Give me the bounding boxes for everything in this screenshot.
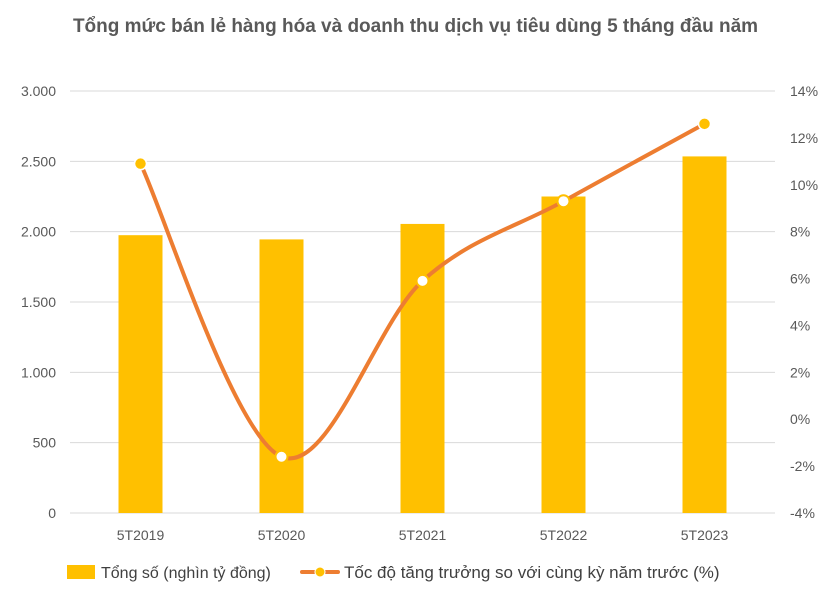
- left-tick-label: 500: [33, 435, 57, 451]
- left-tick-label: 2.000: [21, 224, 56, 240]
- right-tick-label: 0%: [790, 411, 810, 427]
- growth-line: [138, 121, 707, 461]
- left-tick-label: 1.500: [21, 294, 56, 310]
- growth-marker: [697, 117, 712, 131]
- right-tick-label: -2%: [790, 458, 815, 474]
- growth-marker: [133, 156, 148, 171]
- bar: [400, 223, 445, 513]
- x-tick-label: 5T2022: [540, 527, 588, 543]
- growth-marker: [415, 273, 430, 288]
- x-tick-label: 5T2021: [399, 527, 447, 543]
- bar: [541, 196, 586, 513]
- right-tick-label: -4%: [790, 505, 815, 521]
- growth-marker: [274, 449, 289, 464]
- left-tick-label: 3.000: [21, 83, 56, 99]
- left-tick-label: 0: [48, 505, 56, 521]
- left-tick-label: 1.000: [21, 364, 56, 380]
- right-tick-label: 10%: [790, 177, 818, 193]
- chart-title: Tổng mức bán lẻ hàng hóa và doanh thu dị…: [72, 16, 759, 37]
- left-tick-label: 2.500: [21, 153, 56, 169]
- right-tick-label: 4%: [790, 317, 810, 333]
- right-tick-label: 14%: [790, 83, 818, 99]
- legend-bar-label: Tổng số (nghìn tỷ đồng): [101, 564, 271, 582]
- right-tick-label: 8%: [790, 224, 810, 240]
- growth-marker: [556, 194, 571, 209]
- x-tick-label: 5T2019: [117, 527, 165, 543]
- legend-bar-swatch: [67, 565, 95, 579]
- x-tick-label: 5T2023: [681, 527, 729, 543]
- legend-line-label: Tốc độ tăng trưởng so với cùng kỳ năm tr…: [344, 563, 720, 582]
- bar: [118, 235, 163, 513]
- x-tick-label: 5T2020: [258, 527, 306, 543]
- right-tick-label: 6%: [790, 271, 810, 287]
- bar: [259, 239, 304, 514]
- legend-line-marker: [314, 566, 326, 578]
- right-tick-label: 2%: [790, 364, 810, 380]
- bar: [682, 156, 727, 513]
- right-tick-label: 12%: [790, 130, 818, 146]
